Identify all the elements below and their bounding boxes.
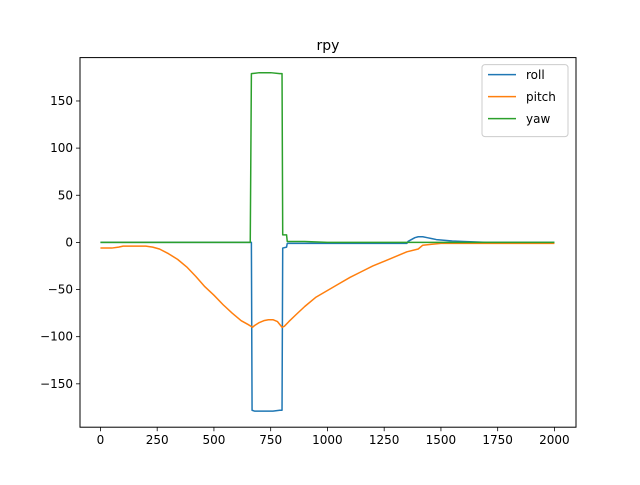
x-tick-label: 0 [97, 433, 105, 447]
legend-label-yaw: yaw [526, 112, 550, 126]
y-tick-label: 150 [50, 94, 73, 108]
y-tick-label: 100 [50, 141, 73, 155]
series-layer [100, 71, 555, 412]
x-axis: 0 250 500 750 1000 1250 1500 1750 2000 [97, 427, 570, 447]
series-line-roll [100, 235, 555, 412]
x-tick-label: 750 [259, 433, 282, 447]
x-tick-label: 1750 [482, 433, 513, 447]
x-tick-label: 2000 [539, 433, 570, 447]
legend: roll pitch yaw [481, 64, 569, 138]
y-axis: −150 −100 −50 0 50 100 150 [40, 94, 80, 391]
x-tick-label: 1000 [312, 433, 343, 447]
legend-label-roll: roll [526, 68, 545, 82]
x-tick-label: 250 [146, 433, 169, 447]
x-tick-label: 1250 [369, 433, 400, 447]
series-line-pitch [100, 242, 555, 329]
y-tick-label: 50 [58, 188, 73, 202]
y-tick-label: −150 [40, 377, 73, 391]
legend-label-pitch: pitch [526, 90, 556, 104]
x-tick-label: 1500 [426, 433, 457, 447]
series-line-yaw [100, 71, 555, 244]
y-tick-label: 0 [65, 235, 73, 249]
y-tick-label: −50 [48, 283, 73, 297]
x-tick-label: 500 [202, 433, 225, 447]
chart-title: rpy [317, 38, 340, 54]
y-tick-label: −100 [40, 330, 73, 344]
